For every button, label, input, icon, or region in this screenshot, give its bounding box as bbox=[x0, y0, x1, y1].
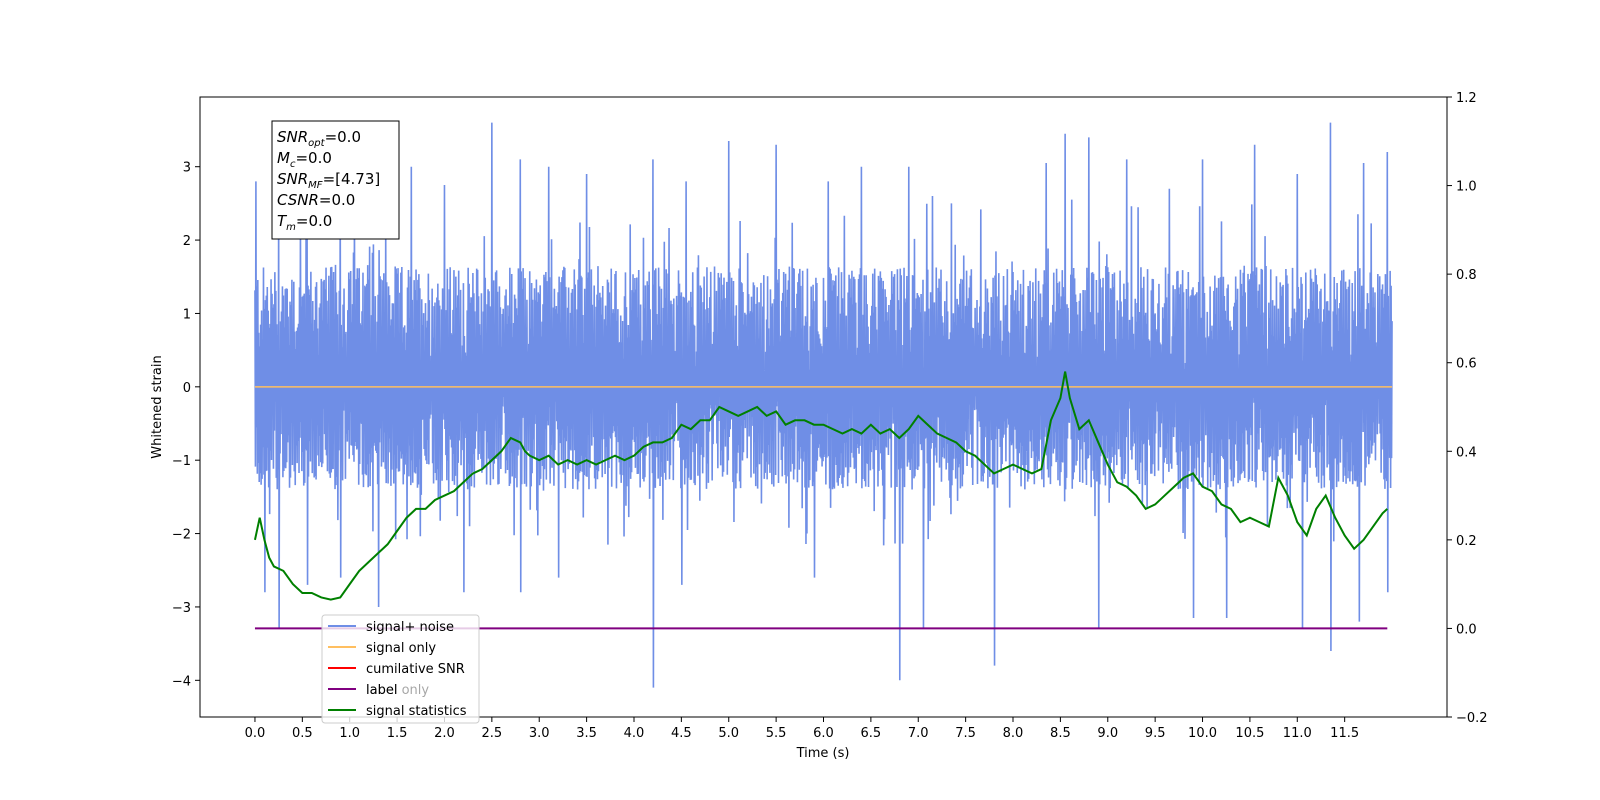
x-axis-ticks: 0.0 0.5 1.0 1.5 2.0 2.5 3.0 3.5 4.0 4.5 5.0 5.5 6.0 6… bbox=[245, 717, 1359, 741]
x-axis-label: Time (s) bbox=[796, 746, 850, 761]
legend-frame bbox=[321, 614, 480, 724]
x-tick-label: 4.0 bbox=[624, 726, 645, 741]
y2-axis-ticks: 1.2 1.0 0.8 0.6 0.4 0.2 0.0 −0.2 bbox=[1447, 91, 1488, 726]
legend-entry-label: signal statistics bbox=[366, 704, 467, 719]
x-tick-label: 1.0 bbox=[339, 726, 360, 741]
y2-tick-label: 1.0 bbox=[1456, 180, 1477, 195]
info-box-line: SNRopt=0.0 bbox=[277, 128, 361, 149]
x-tick-label: 3.5 bbox=[576, 726, 597, 741]
y-tick-label: 3 bbox=[183, 161, 191, 176]
series-signal-noise-line bbox=[254, 122, 1393, 688]
y-tick-label: −3 bbox=[172, 601, 191, 616]
legend-entry-label: signal only bbox=[366, 641, 436, 656]
x-tick-label: 11.5 bbox=[1330, 726, 1359, 741]
x-tick-label: 10.5 bbox=[1235, 726, 1264, 741]
x-tick-label: 6.5 bbox=[861, 726, 882, 741]
x-tick-label: 3.0 bbox=[529, 726, 550, 741]
y-tick-label: 2 bbox=[183, 234, 191, 249]
x-tick-label: 5.0 bbox=[718, 726, 739, 741]
y-tick-label: 1 bbox=[183, 307, 191, 322]
y2-tick-label: −0.2 bbox=[1456, 711, 1488, 726]
y-tick-label: −2 bbox=[172, 528, 191, 543]
x-tick-label: 9.5 bbox=[1145, 726, 1166, 741]
x-tick-label: 4.5 bbox=[671, 726, 692, 741]
y2-tick-label: 0.0 bbox=[1456, 622, 1477, 637]
info-box-line: CSNR=0.0 bbox=[277, 191, 355, 209]
x-tick-label: 6.0 bbox=[813, 726, 834, 741]
y2-tick-label: 0.6 bbox=[1456, 357, 1477, 372]
x-tick-label: 2.5 bbox=[482, 726, 503, 741]
y-axis-label: Whitened strain bbox=[150, 355, 165, 458]
x-tick-label: 9.0 bbox=[1097, 726, 1118, 741]
y-tick-label: −4 bbox=[172, 674, 191, 689]
legend-entry-label: label bbox=[366, 683, 397, 698]
legend: signal+ noise signal only cumilative SNR la… bbox=[321, 614, 480, 724]
series-signal-statistics-line bbox=[253, 371, 1388, 601]
x-tick-label: 8.5 bbox=[1050, 726, 1071, 741]
x-tick-label: 0.0 bbox=[245, 726, 266, 741]
info-box-frame bbox=[271, 120, 400, 240]
y-axis-ticks: 3 2 1 0 −1 −2 −3 −4 bbox=[172, 161, 200, 689]
info-box-line: Mc=0.0 bbox=[277, 149, 332, 170]
y2-tick-label: 0.4 bbox=[1456, 445, 1477, 460]
info-box-line: Tm=0.0 bbox=[277, 212, 332, 233]
x-tick-label: 11.0 bbox=[1283, 726, 1312, 741]
x-tick-label: 0.5 bbox=[292, 726, 313, 741]
y2-tick-label: 0.2 bbox=[1456, 534, 1477, 549]
x-tick-label: 2.0 bbox=[434, 726, 455, 741]
y-tick-label: 0 bbox=[183, 381, 191, 396]
y-tick-label: −1 bbox=[172, 454, 191, 469]
x-tick-label: 10.0 bbox=[1188, 726, 1217, 741]
x-tick-label: 8.0 bbox=[1003, 726, 1024, 741]
x-tick-label: 5.5 bbox=[766, 726, 787, 741]
x-tick-label: 1.5 bbox=[387, 726, 408, 741]
legend-entry-label: cumilative SNR bbox=[366, 662, 465, 677]
legend-entry-label: label only bbox=[366, 683, 429, 698]
x-tick-label: 7.0 bbox=[908, 726, 929, 741]
y2-tick-label: 0.8 bbox=[1456, 268, 1477, 283]
info-box-line: SNRMF=[4.73] bbox=[277, 170, 380, 191]
x-tick-label: 7.5 bbox=[955, 726, 976, 741]
y2-tick-label: 1.2 bbox=[1456, 91, 1477, 106]
legend-entry-label: signal+ noise bbox=[366, 620, 454, 635]
